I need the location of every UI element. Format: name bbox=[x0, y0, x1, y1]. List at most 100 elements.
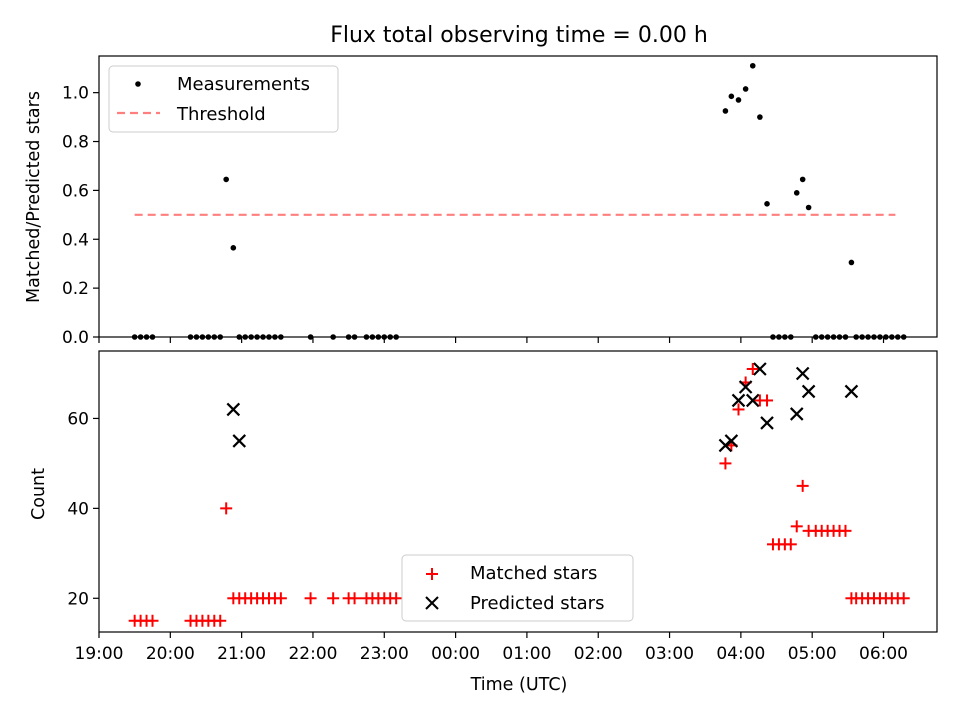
measurement-point bbox=[143, 334, 150, 340]
matched-stars-point bbox=[796, 479, 809, 492]
measurement-point bbox=[199, 334, 206, 340]
matched-stars-point bbox=[390, 592, 403, 605]
y-tick-label: 0.2 bbox=[62, 279, 89, 299]
measurement-point bbox=[787, 334, 794, 340]
matched-stars-point bbox=[719, 457, 732, 470]
x-axis-label: Time (UTC) bbox=[470, 675, 568, 695]
bottom-series bbox=[128, 362, 910, 627]
measurement-point bbox=[842, 334, 849, 340]
y-tick-label: 60 bbox=[67, 409, 89, 429]
measurement-point bbox=[865, 334, 871, 340]
measurement-point bbox=[735, 97, 742, 103]
measurement-point bbox=[853, 334, 859, 340]
y-tick-label: 40 bbox=[67, 499, 89, 519]
measurement-point bbox=[728, 93, 735, 100]
y-tick-label: 0.4 bbox=[62, 230, 89, 250]
matched-stars-point bbox=[348, 592, 361, 605]
measurement-point bbox=[877, 334, 883, 340]
measurement-point bbox=[363, 334, 370, 340]
matched-stars-point bbox=[214, 614, 227, 627]
predicted-stars-point bbox=[738, 380, 753, 394]
x-tick-label: 00:00 bbox=[431, 644, 480, 664]
measurement-point bbox=[345, 334, 352, 340]
measurement-point bbox=[889, 334, 895, 340]
top-y-axis-label: Matched/Predicted stars bbox=[24, 91, 44, 303]
x-tick-label: 04:00 bbox=[716, 644, 765, 664]
predicted-stars-point bbox=[760, 416, 774, 430]
predicted-stars-point bbox=[844, 384, 859, 399]
measurement-point bbox=[393, 334, 399, 340]
predicted-stars-point bbox=[226, 402, 241, 417]
measurement-point bbox=[205, 334, 212, 340]
matched-stars-point bbox=[220, 502, 233, 515]
measurement-point bbox=[307, 334, 314, 340]
bottom-legend-box bbox=[401, 554, 634, 622]
bottom-y-axis-label: Count bbox=[29, 468, 49, 520]
measurement-point bbox=[236, 334, 243, 340]
matched-stars-point bbox=[304, 592, 317, 605]
measurement-point bbox=[187, 334, 194, 340]
measurement-point bbox=[782, 334, 788, 340]
matched-legend-marker bbox=[426, 568, 438, 580]
predicted-stars-point bbox=[753, 362, 767, 376]
measurement-point bbox=[859, 334, 865, 340]
measurement-point bbox=[387, 334, 394, 340]
measurement-point bbox=[894, 334, 901, 340]
measurement-point bbox=[351, 334, 358, 340]
matched-stars-point bbox=[327, 592, 340, 605]
measurement-point bbox=[330, 334, 336, 340]
matched-stars-point bbox=[274, 592, 287, 605]
measurement-point bbox=[260, 334, 266, 340]
predicted-legend-marker bbox=[425, 596, 439, 610]
measurement-point bbox=[848, 259, 855, 266]
x-tick-label: 20:00 bbox=[146, 644, 195, 664]
matched-stars-point bbox=[146, 614, 159, 627]
measurement-point bbox=[381, 334, 388, 340]
measurement-point bbox=[254, 334, 260, 340]
matched-stars-point bbox=[784, 538, 797, 551]
measurement-point bbox=[793, 190, 800, 196]
bottom-axes-frame bbox=[98, 350, 938, 633]
measurement-point bbox=[776, 334, 782, 340]
measurement-point bbox=[871, 334, 877, 340]
matched-stars-point bbox=[761, 394, 774, 407]
top-legend-box bbox=[108, 65, 339, 133]
matched-legend-label: Matched stars bbox=[470, 563, 597, 584]
measurements-legend-marker bbox=[135, 81, 141, 87]
matched-stars-point bbox=[746, 362, 759, 375]
top-y-ticks: 0.0 0.2 0.4 0.6 0.8 1.0 bbox=[62, 84, 99, 348]
measurement-point bbox=[375, 334, 382, 340]
measurements-legend-label: Measurements bbox=[177, 74, 310, 95]
predicted-stars-point bbox=[232, 434, 247, 448]
top-panel: 0.0 0.2 0.4 0.6 0.8 1.0 Matched/Predicted sta… bbox=[24, 55, 938, 348]
predicted-stars-point bbox=[795, 366, 810, 381]
measurement-point bbox=[131, 334, 138, 340]
measurement-point bbox=[812, 334, 819, 340]
y-tick-label: 0.0 bbox=[62, 328, 89, 348]
top-x-ticks bbox=[98, 337, 885, 343]
bottom-legend: Matched stars Predicted stars bbox=[401, 554, 634, 622]
predicted-stars-point bbox=[724, 434, 739, 448]
bottom-panel: 20 40 60 19:00 20:00 21:00 22:00 23:00 00:00 01:… bbox=[29, 350, 938, 695]
top-axes-frame bbox=[98, 55, 938, 338]
predicted-stars-point bbox=[731, 393, 746, 408]
measurement-point bbox=[764, 201, 770, 207]
measurement-point bbox=[722, 108, 729, 114]
x-tick-label: 03:00 bbox=[645, 644, 694, 664]
measurement-point bbox=[242, 334, 249, 340]
measurement-point bbox=[757, 114, 763, 120]
x-tick-label: 21:00 bbox=[217, 644, 266, 664]
predicted-legend-label: Predicted stars bbox=[470, 593, 604, 614]
measurement-point bbox=[770, 334, 776, 340]
measurement-point bbox=[799, 176, 806, 183]
measurement-point bbox=[805, 204, 812, 211]
top-legend: Measurements Threshold bbox=[108, 65, 339, 133]
x-tick-label: 23:00 bbox=[360, 644, 409, 664]
x-tick-label: 22:00 bbox=[288, 644, 337, 664]
top-series bbox=[131, 62, 907, 340]
predicted-stars-point bbox=[745, 393, 760, 408]
measurement-point bbox=[830, 334, 837, 340]
y-tick-label: 1.0 bbox=[62, 84, 89, 104]
measurement-point bbox=[749, 62, 756, 69]
